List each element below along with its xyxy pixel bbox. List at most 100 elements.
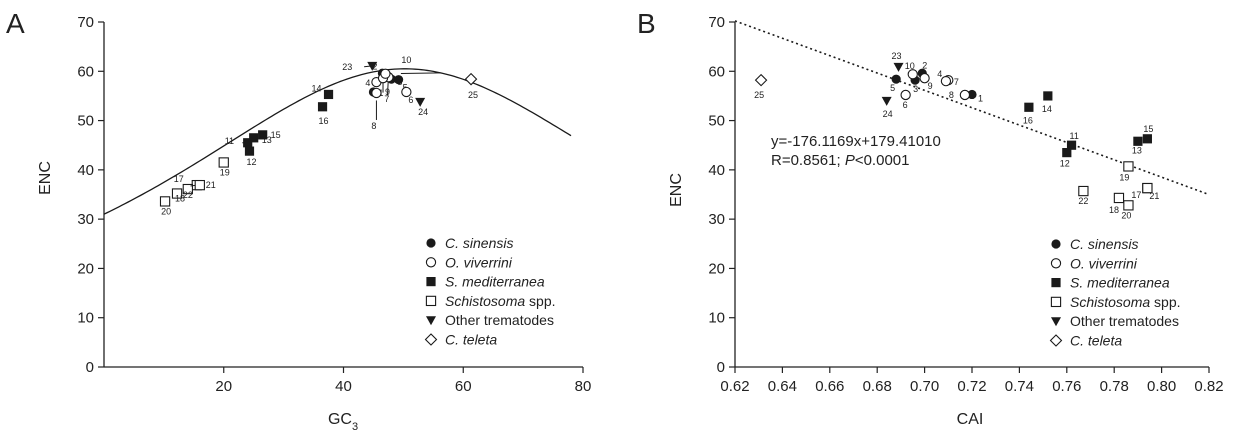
b-y-tick-label: 60 xyxy=(708,63,725,80)
a-legend-marker-schistosoma xyxy=(425,295,437,307)
b-x-tick-label: 0.82 xyxy=(1194,378,1223,395)
a-point-10 xyxy=(380,68,391,79)
b-point-label-1: 1 xyxy=(978,93,983,103)
b-legend-marker-mediterranea xyxy=(1051,278,1061,288)
b-y-tick-label: 40 xyxy=(708,162,725,179)
b-y-tick-label: 0 xyxy=(717,359,725,376)
a-point-14 xyxy=(323,89,334,100)
b-equation: y=-176.1169x+179.41010 xyxy=(771,133,941,150)
a-point-label-8: 8 xyxy=(371,121,376,131)
a-point-label-16: 16 xyxy=(319,116,329,126)
b-point-label-9: 9 xyxy=(928,81,933,91)
a-legend-marker-mediterranea xyxy=(426,277,436,287)
b-point-label-10: 10 xyxy=(905,61,915,71)
b-point-label-5: 5 xyxy=(890,83,895,93)
a-point-18 xyxy=(171,188,183,199)
b-point-label-21: 21 xyxy=(1149,191,1159,201)
a-point-label-22: 22 xyxy=(183,190,193,200)
a-point-label-12: 12 xyxy=(246,157,256,167)
b-x-axis-label: CAI xyxy=(957,411,984,428)
b-point-label-15: 15 xyxy=(1143,124,1153,134)
a-legend-label-schistosoma: Schistosoma spp. xyxy=(445,293,556,309)
a-x-tick-label: 20 xyxy=(215,378,232,395)
a-point-label-20: 20 xyxy=(161,206,171,216)
b-x-tick-label: 0.74 xyxy=(1005,378,1034,395)
b-x-tick-label: 0.64 xyxy=(768,378,797,395)
a-legend-label-sinensis: C. sinensis xyxy=(445,235,513,251)
a-y-tick-label: 70 xyxy=(77,14,94,31)
b-legend-marker-other xyxy=(1051,317,1061,327)
b-p-label: P xyxy=(845,152,855,169)
b-point-15 xyxy=(1142,134,1152,144)
b-point-label-25: 25 xyxy=(754,90,764,100)
b-legend-label-sinensis: C. sinensis xyxy=(1070,236,1138,252)
a-point-label-17: 17 xyxy=(174,174,184,184)
b-x-tick-label: 0.76 xyxy=(1052,378,1081,395)
a-point-label-25: 25 xyxy=(468,90,478,100)
a-x-tick-label: 80 xyxy=(575,378,592,395)
a-pointer-17 xyxy=(190,184,196,187)
a-y-tick-label: 0 xyxy=(86,359,94,376)
a-point-22 xyxy=(182,183,193,195)
b-point-label-11: 11 xyxy=(1070,131,1079,141)
a-legend-label-viverrini: O. viverrini xyxy=(445,254,513,270)
a-pointer-23 xyxy=(364,65,371,68)
b-legend-label-other: Other trematodes xyxy=(1070,313,1179,329)
b-point-19 xyxy=(1123,161,1134,172)
a-point-20 xyxy=(159,196,171,207)
b-x-tick-label: 0.62 xyxy=(720,378,749,395)
b-point-label-22: 22 xyxy=(1078,196,1088,206)
a-point-label-2: 2 xyxy=(372,61,377,71)
a-point-6 xyxy=(401,86,412,98)
b-point-label-16: 16 xyxy=(1023,115,1033,125)
a-x-axis-label: GC3 xyxy=(328,411,358,433)
a-x-axis-label-sub: 3 xyxy=(352,421,358,433)
a-point-label-6: 6 xyxy=(408,95,413,105)
b-y-axis-label: ENC xyxy=(668,173,685,207)
b-x-tick-label: 0.72 xyxy=(957,378,986,395)
a-point-label-10: 10 xyxy=(401,55,411,65)
a-legend-label-suffix: spp. xyxy=(525,293,555,309)
b-point-22 xyxy=(1078,185,1089,197)
b-point-label-8: 8 xyxy=(949,90,954,100)
a-point-13 xyxy=(249,133,259,143)
a-y-tick-label: 30 xyxy=(77,211,94,228)
a-point-label-19: 19 xyxy=(220,167,230,177)
a-pointer-7 xyxy=(387,82,389,96)
a-legend-label-mediterranea: S. mediterranea xyxy=(445,274,545,290)
b-legend-label-mediterranea: S. mediterranea xyxy=(1070,275,1170,291)
a-point-25 xyxy=(464,72,478,86)
a-x-tick-label: 60 xyxy=(455,378,472,395)
b-point-10 xyxy=(907,69,918,80)
b-legend-marker-schistosoma xyxy=(1050,296,1062,308)
a-legend-marker-viverrini xyxy=(425,257,437,268)
b-point-label-19: 19 xyxy=(1119,172,1129,182)
a-point-23 xyxy=(367,61,378,71)
b-p-value: <0.0001 xyxy=(855,152,910,169)
b-x-tick-label: 0.66 xyxy=(815,378,844,395)
a-point-15 xyxy=(258,130,268,140)
a-x-tick-label: 40 xyxy=(335,378,352,395)
b-point-label-18: 18 xyxy=(1109,205,1119,215)
b-point-7 xyxy=(940,75,952,87)
a-y-tick-label: 40 xyxy=(77,162,94,179)
a-legend-label-other: Other trematodes xyxy=(445,312,554,328)
b-point-label-24: 24 xyxy=(883,109,893,119)
a-point-5 xyxy=(393,75,404,85)
b-point-11 xyxy=(1066,140,1077,150)
b-y-tick-label: 50 xyxy=(708,113,725,130)
b-point-label-14: 14 xyxy=(1042,104,1052,114)
a-point-label-18: 18 xyxy=(175,194,185,204)
a-y-axis-label: ENC xyxy=(37,161,54,195)
a-point-8 xyxy=(371,87,382,99)
a-point-16 xyxy=(317,102,328,112)
b-point-20 xyxy=(1123,200,1134,211)
b-point-label-20: 20 xyxy=(1121,210,1131,220)
b-point-5 xyxy=(891,74,901,84)
a-point-label-21: 21 xyxy=(206,180,216,190)
a-point-label-24: 24 xyxy=(418,107,428,117)
b-point-25 xyxy=(754,73,768,87)
a-y-tick-label: 60 xyxy=(77,63,94,80)
a-y-tick-label: 50 xyxy=(77,113,94,130)
panel-b: 0 10 20 30 40 50 60 70 0.62 0.64 0.66 0.68 0.70 0.72 0… xyxy=(637,8,1224,428)
